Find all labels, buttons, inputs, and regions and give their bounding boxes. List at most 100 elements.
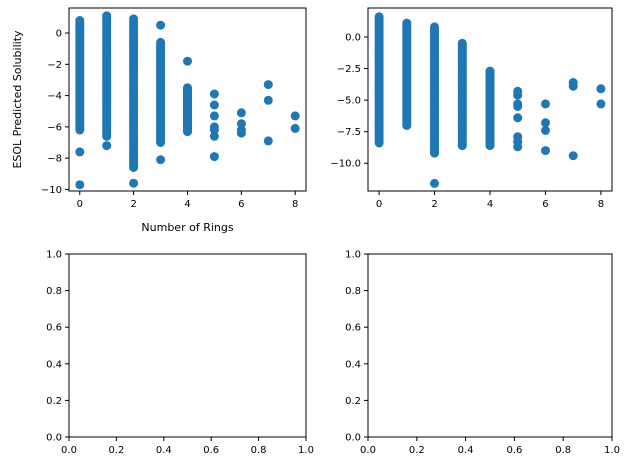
x-tick-label: 8: [598, 199, 604, 210]
x-tick-label: 0.2: [409, 445, 425, 456]
y-tick-label: 0.4: [345, 359, 361, 370]
x-axis-label: Number of Rings: [141, 221, 233, 234]
x-tick-label: 0.8: [251, 445, 267, 456]
data-point: [596, 84, 606, 94]
y-tick-label: −6: [47, 122, 62, 133]
data-point: [209, 89, 219, 99]
x-tick-label: 4: [487, 199, 493, 210]
y-tick-label: −7.5: [337, 127, 361, 138]
x-tick-label: 0.6: [203, 445, 219, 456]
data-point: [513, 142, 523, 152]
data-point: [430, 22, 439, 32]
axes-frame: [68, 253, 307, 438]
y-tick-label: 0.6: [46, 323, 62, 334]
data-point: [374, 12, 384, 22]
axes-frame: [367, 253, 613, 438]
data-point: [402, 18, 412, 28]
data-point: [129, 14, 139, 24]
y-tick-label: 0.0: [345, 433, 361, 444]
x-tick-label: 8: [292, 199, 298, 210]
data-point: [156, 37, 166, 47]
x-tick-label: 4: [184, 199, 190, 210]
data-point: [183, 83, 192, 93]
x-tick-label: 2: [130, 199, 136, 210]
data-point: [156, 155, 166, 165]
x-tick-label: 0: [77, 199, 83, 210]
data-point: [290, 111, 300, 121]
y-tick-label: −4: [47, 91, 62, 102]
y-tick-label: −2: [47, 60, 62, 71]
data-point: [102, 11, 112, 21]
scatter-series: [374, 12, 606, 188]
data-point: [513, 90, 523, 100]
y-tick-label: 0.8: [46, 286, 62, 297]
data-point: [209, 125, 219, 135]
y-tick-label: 0.4: [46, 359, 62, 370]
data-point: [596, 99, 606, 109]
subplot-top-left: 0 2 4 6 8 −10 −8 −6 −4 −2 0 Number of Rings ESOL Pre…: [11, 7, 307, 234]
data-point: [263, 95, 273, 105]
data-point: [236, 128, 246, 138]
data-point: [290, 123, 300, 133]
data-point: [236, 119, 246, 129]
y-tick-label: −5.0: [337, 96, 361, 107]
y-tick-label: −10: [41, 185, 62, 196]
data-point: [156, 20, 166, 30]
data-point: [541, 118, 550, 128]
y-tick-label: 0.8: [345, 286, 361, 297]
y-tick-label: 0.2: [345, 396, 361, 407]
data-point: [236, 108, 246, 118]
data-point: [183, 56, 192, 66]
x-tick-label: 6: [238, 199, 244, 210]
data-point: [541, 146, 550, 156]
data-point: [209, 152, 219, 162]
x-tick-label: 2: [431, 199, 437, 210]
x-tick-label: 1.0: [604, 445, 620, 456]
x-tick-label: 0.2: [108, 445, 124, 456]
y-tick-label: −8: [47, 154, 62, 165]
x-tick-label: 0: [376, 199, 382, 210]
data-point: [263, 80, 273, 90]
data-point: [485, 66, 495, 76]
y-tick-label: 0.2: [46, 396, 62, 407]
x-tick-label: 1.0: [298, 445, 314, 456]
y-tick-label: 0.6: [345, 323, 361, 334]
data-point: [209, 100, 219, 110]
data-point: [102, 141, 112, 151]
x-tick-label: 0.8: [555, 445, 571, 456]
data-point: [430, 178, 439, 188]
y-axis-label: ESOL Predicted Solubility: [11, 30, 24, 169]
data-point: [129, 178, 139, 188]
data-point: [541, 99, 550, 109]
y-tick-label: 0: [56, 29, 62, 40]
subplot-top-right: 0 2 4 6 8 −10.0 −7.5 −5.0 −2.5 0.0: [330, 7, 613, 210]
data-point: [541, 125, 550, 135]
data-point: [75, 16, 85, 25]
data-point: [457, 38, 467, 48]
data-point: [263, 136, 273, 146]
data-point: [568, 81, 578, 91]
data-point: [75, 180, 85, 190]
x-tick-label: 0.0: [360, 445, 376, 456]
data-point: [75, 147, 85, 157]
y-tick-label: 1.0: [345, 250, 361, 261]
x-tick-label: 0.4: [156, 445, 172, 456]
subplot-bottom-left: 0.0 0.2 0.4 0.6 0.8 1.0 0.0 0.2 0.4 0.6 0.8 1.0: [46, 250, 314, 457]
data-point: [568, 151, 578, 161]
y-tick-label: 0.0: [345, 33, 361, 44]
y-tick-label: 0.0: [46, 433, 62, 444]
y-tick-label: 1.0: [46, 250, 62, 261]
subplot-bottom-right: 0.0 0.2 0.4 0.6 0.8 1.0 0.0 0.2 0.4 0.6 0.8 1.0: [345, 250, 620, 457]
data-point: [209, 111, 219, 121]
scatter-series: [75, 11, 300, 190]
x-tick-label: 6: [542, 199, 548, 210]
y-tick-label: −10.0: [330, 159, 361, 170]
x-tick-label: 0.6: [506, 445, 522, 456]
data-point: [513, 101, 523, 111]
x-tick-label: 0.0: [61, 445, 77, 456]
x-tick-label: 0.4: [458, 445, 474, 456]
data-point: [513, 113, 523, 123]
y-tick-label: −2.5: [337, 64, 361, 75]
data-point: [209, 131, 219, 141]
